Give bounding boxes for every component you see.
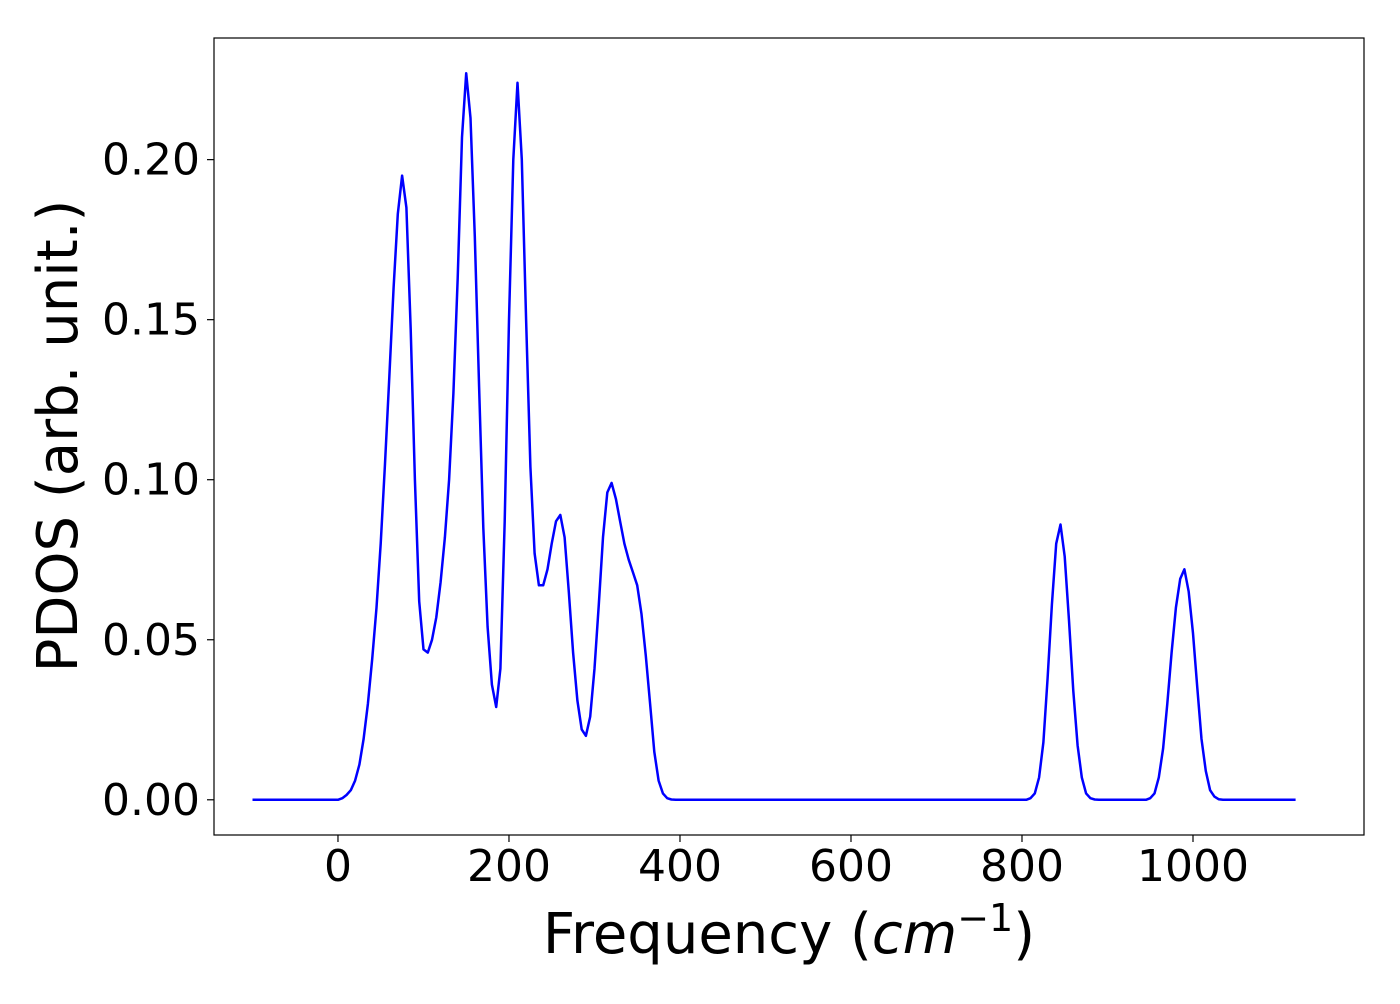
- x-axis-unit-exponent: −1: [957, 896, 1013, 940]
- y-tick-label: 0.00: [102, 775, 200, 826]
- y-axis-label: PDOS (arb. unit.): [26, 200, 91, 673]
- x-axis-unit: cm: [872, 902, 957, 967]
- x-tick-label: 200: [467, 841, 551, 892]
- y-tick-label: 0.05: [102, 615, 200, 666]
- y-axis-ticks: 0.00 0.05 0.10 0.15 0.20: [102, 135, 214, 826]
- x-tick-label: 600: [809, 841, 893, 892]
- x-axis-label: Frequency (cm−1): [543, 896, 1035, 967]
- x-tick-label: 0: [324, 841, 352, 892]
- y-tick-label: 0.15: [102, 295, 200, 346]
- y-tick-label: 0.10: [102, 455, 200, 506]
- x-axis-ticks: 0 200 400 600 800 1000: [324, 835, 1249, 892]
- pdos-series-line: [252, 71, 1296, 802]
- y-tick-label: 0.20: [102, 135, 200, 186]
- x-tick-label: 1000: [1137, 841, 1249, 892]
- x-tick-label: 400: [638, 841, 722, 892]
- plot-frame: [213, 37, 1365, 836]
- x-axis-label-text: Frequency: [543, 902, 832, 967]
- x-tick-label: 800: [980, 841, 1064, 892]
